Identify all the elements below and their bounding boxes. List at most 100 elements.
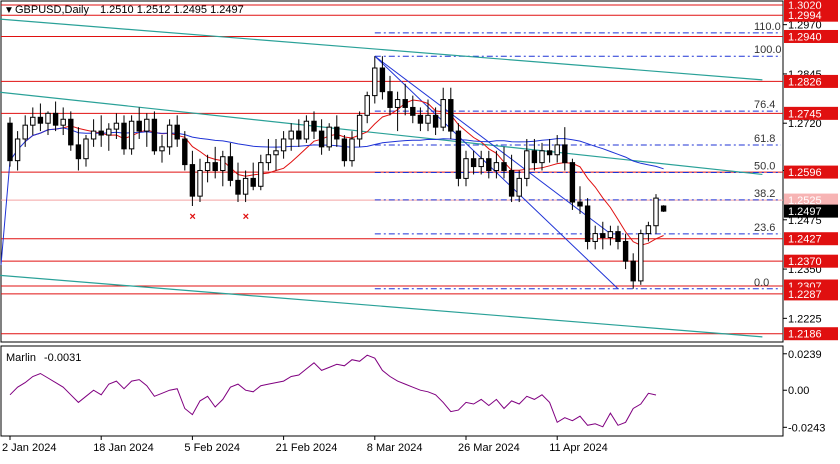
candle-body [539, 150, 545, 164]
candle [531, 138, 538, 171]
time-tick-label: 2 Jan 2024 [2, 442, 56, 454]
candle-body [577, 201, 583, 207]
level-tag [784, 165, 838, 179]
candle [212, 146, 218, 179]
candle-body [531, 150, 538, 164]
candle [470, 150, 477, 175]
candle [600, 221, 606, 250]
candle [334, 115, 340, 147]
level-tag [784, 8, 838, 22]
candle-body [470, 158, 477, 168]
candle [630, 253, 636, 289]
price-axis: 1.29701.28451.27201.26001.24751.23501.22… [783, 0, 838, 341]
candle-body [432, 114, 439, 128]
candle [478, 150, 484, 175]
indicator-tick-label: 0.00 [788, 385, 809, 397]
candle-body [280, 138, 287, 152]
candle [220, 150, 226, 187]
current-price-tag [784, 204, 838, 218]
candle [303, 115, 310, 143]
candle [569, 158, 576, 210]
time-tick-label: 5 Feb 2024 [184, 442, 240, 454]
candle [182, 131, 188, 171]
candle-body [60, 118, 66, 126]
candle [60, 107, 66, 136]
candle [341, 135, 348, 167]
candle [508, 154, 515, 203]
candle-body [600, 233, 606, 239]
candle-body [30, 116, 36, 126]
candle-body [394, 99, 401, 108]
candle-body [607, 231, 614, 239]
candle-body [258, 162, 264, 187]
candle [242, 170, 249, 203]
candle-body [410, 106, 416, 116]
candle-body [235, 179, 241, 195]
candle-body [273, 150, 279, 156]
candle-body [166, 124, 173, 148]
candle [432, 107, 439, 136]
candle [311, 111, 317, 139]
candle-body [45, 112, 51, 124]
candle [197, 158, 203, 203]
candle [349, 131, 355, 167]
candle [113, 113, 120, 139]
candle [128, 115, 135, 155]
level-tag [784, 254, 838, 268]
candle [546, 138, 553, 163]
candle-body [486, 158, 492, 172]
candle-body [569, 162, 576, 203]
candle-body [372, 67, 378, 97]
candle [372, 56, 378, 104]
trendline [0, 91, 763, 176]
candle [318, 119, 325, 155]
candle [524, 138, 530, 187]
candle-body [174, 124, 180, 140]
candle [7, 117, 13, 167]
candle [75, 127, 82, 171]
candle-body [402, 99, 408, 108]
candle [448, 87, 454, 139]
indicator-tick-label: -0.0243 [788, 422, 825, 434]
indicator-value: -0.0031 [44, 352, 81, 364]
candle-body [615, 231, 621, 242]
candle-body [417, 114, 424, 124]
fib-label: 61.8 [754, 133, 775, 145]
candle-body [136, 120, 142, 132]
level-tag [784, 74, 838, 88]
candle [562, 127, 568, 171]
candle [326, 123, 332, 151]
candle [98, 115, 104, 147]
level-tag [784, 0, 838, 12]
candle [90, 119, 97, 147]
time-tick-label: 26 Mar 2024 [458, 442, 520, 454]
candle [402, 83, 408, 116]
candle-body [653, 197, 659, 227]
level-tag-label: 1.2287 [788, 289, 822, 301]
candle-body [182, 138, 188, 166]
candle-body [349, 138, 355, 162]
cross-mark: × [189, 211, 195, 223]
candle-body [524, 150, 530, 179]
candle [364, 91, 370, 124]
candle-body [622, 240, 629, 262]
candle-body [75, 144, 82, 160]
candle [387, 75, 393, 116]
candle-body [645, 225, 652, 235]
candle [379, 56, 386, 100]
indicator-tick-label: 0.0239 [788, 349, 822, 361]
candle-body [516, 177, 522, 197]
candle-body [98, 130, 104, 136]
candle [417, 107, 424, 132]
fib-label: 23.6 [754, 222, 775, 234]
candle [280, 131, 287, 159]
candle-body [387, 91, 393, 108]
level-tag [784, 287, 838, 301]
candle-body [630, 260, 636, 282]
candle-body [546, 150, 553, 156]
candle [30, 107, 36, 136]
candle [144, 113, 150, 147]
candle [273, 138, 279, 171]
candle-body [326, 126, 332, 148]
